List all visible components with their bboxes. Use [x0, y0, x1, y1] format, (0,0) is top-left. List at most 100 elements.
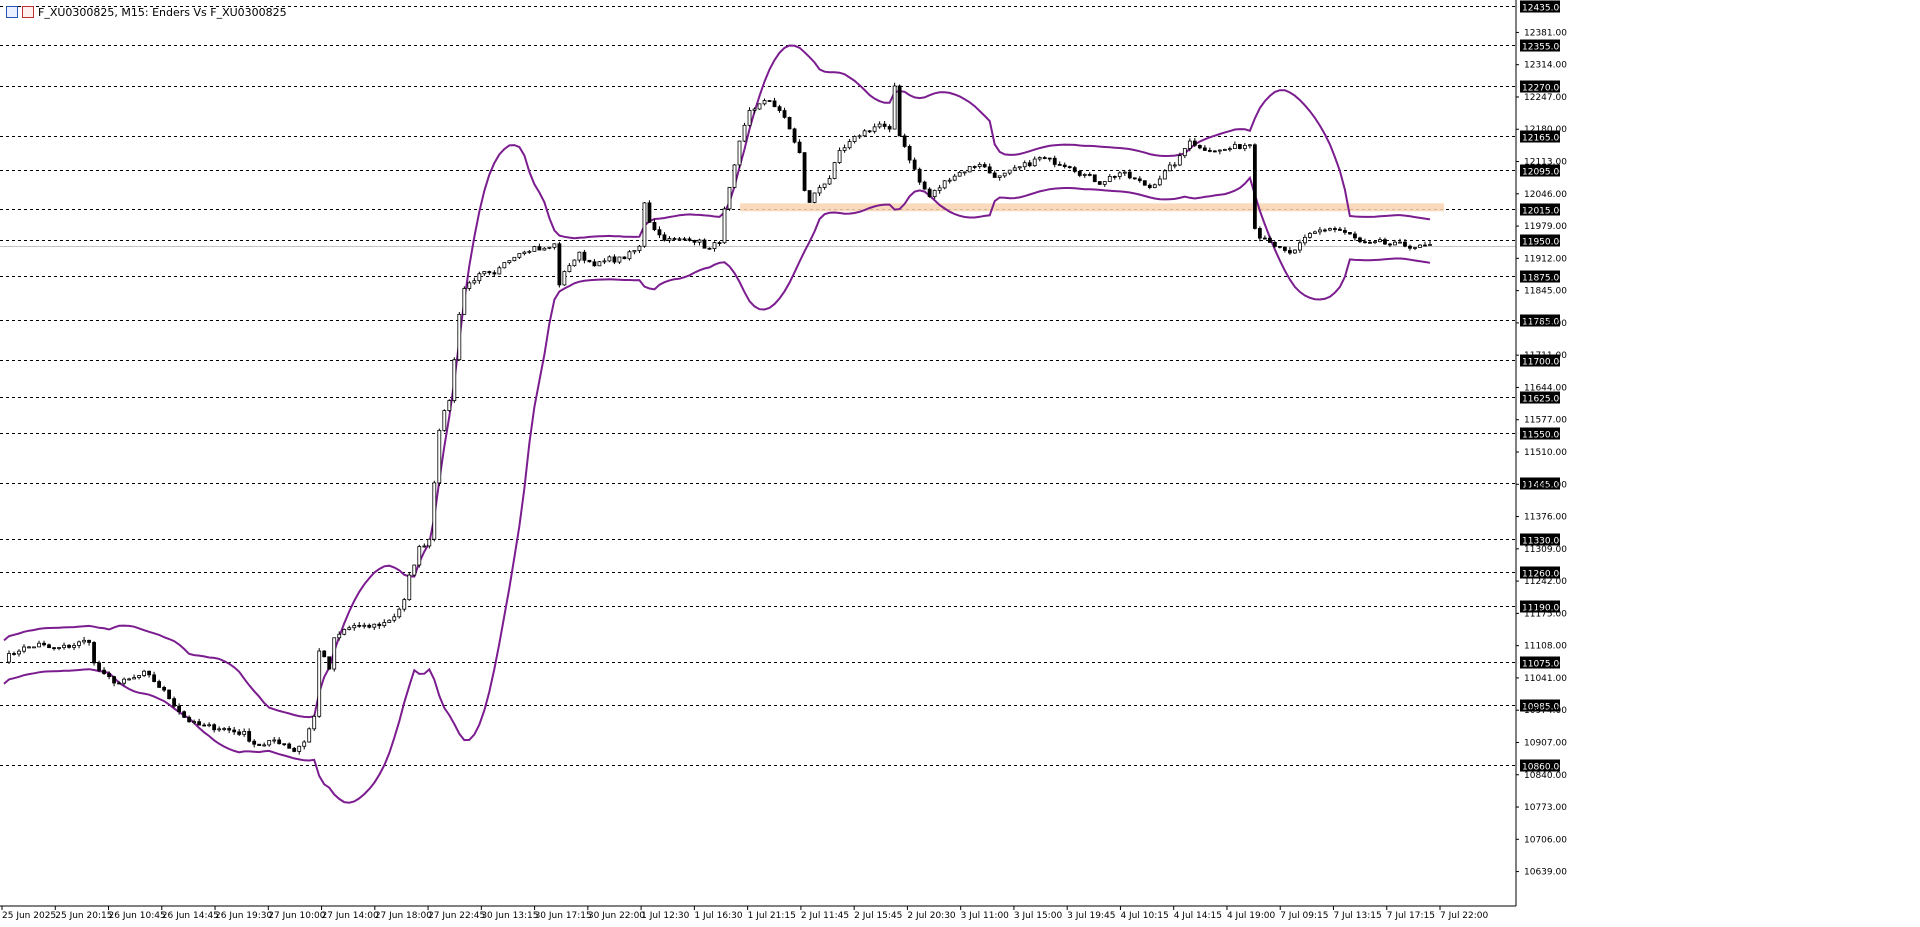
candle-body: [62, 644, 66, 648]
candle-body: [892, 85, 897, 130]
y-tick-label: 11510.00: [1524, 448, 1567, 458]
candle-body: [357, 624, 362, 627]
candle-body: [7, 653, 11, 663]
candle-body: [1172, 164, 1177, 167]
candle-body: [432, 482, 437, 540]
candle-body: [1328, 228, 1332, 231]
level-label: 11190.00: [1522, 604, 1565, 614]
level-label-box: [1520, 203, 1560, 216]
candle-body: [132, 677, 136, 680]
candle-body: [737, 140, 742, 166]
y-tick-label: 11376.00: [1524, 513, 1567, 523]
candle-body: [927, 188, 932, 198]
candle-body: [367, 624, 372, 628]
level-label-box: [1520, 130, 1560, 143]
level-label: 12165.00: [1522, 134, 1565, 144]
candle-body: [1247, 144, 1252, 147]
candle-body: [492, 272, 497, 275]
candle-body: [987, 166, 992, 174]
candle-body: [337, 633, 342, 639]
candle-body: [692, 239, 697, 243]
candle-body: [922, 181, 927, 190]
candle-body: [322, 650, 327, 658]
candle-body: [437, 429, 442, 484]
candle-body: [127, 678, 131, 681]
level-label: 12015.00: [1522, 207, 1565, 217]
indicator-icon[interactable]: [22, 6, 34, 18]
candle-body: [87, 639, 91, 643]
candle-body: [427, 538, 432, 547]
candle-body: [212, 724, 217, 731]
x-tick-label: 1 Jul 16:30: [694, 911, 743, 921]
candle-body: [802, 152, 807, 191]
candle-body: [857, 135, 862, 138]
candle-body: [142, 670, 146, 676]
candle-body: [217, 728, 222, 731]
candle-body: [1277, 245, 1282, 248]
candle-body: [682, 238, 687, 241]
candle-body: [202, 724, 207, 727]
candle-body: [112, 676, 116, 684]
candle-body: [1197, 144, 1202, 149]
candle-body: [302, 741, 307, 747]
x-tick-label: 30 Jun 17:15: [535, 911, 592, 921]
candle-body: [752, 108, 757, 111]
candle-body: [1187, 140, 1192, 149]
candle-body: [577, 251, 582, 261]
y-tick-label: 11041.00: [1524, 674, 1567, 684]
x-tick-label: 26 Jun 19:30: [215, 911, 272, 921]
candle-body: [162, 686, 167, 691]
candle-body: [47, 644, 51, 649]
candle-body: [932, 189, 937, 198]
candle-body: [222, 728, 227, 730]
candle-body: [572, 259, 577, 267]
candle-body: [662, 234, 667, 241]
chart-title: F_XU0300825, M15: Enders Vs F_XU0300825: [38, 5, 287, 19]
candle-body: [237, 731, 242, 735]
candle-body: [467, 282, 472, 289]
candle-body: [487, 271, 492, 274]
candle-body: [827, 178, 832, 185]
candle-body: [1107, 176, 1112, 182]
candle-body: [117, 682, 121, 685]
x-tick-label: 25 Jun 2025: [2, 911, 56, 921]
candle-body: [1282, 246, 1287, 251]
candle-body: [957, 171, 962, 177]
level-label-box: [1520, 656, 1560, 669]
x-tick-label: 1 Jul 21:15: [748, 911, 796, 921]
candle-body: [817, 187, 822, 194]
chart-type-icon[interactable]: [6, 6, 18, 18]
candle-body: [637, 245, 642, 251]
level-label: 11785.00: [1522, 318, 1565, 328]
x-tick-label: 27 Jun 18:00: [375, 911, 432, 921]
level-label-box: [1520, 533, 1560, 546]
candle-body: [57, 647, 61, 649]
candle-body: [997, 175, 1002, 178]
candle-body: [812, 192, 817, 203]
candle-body: [747, 110, 752, 126]
candle-body: [787, 116, 792, 130]
x-tick-label: 27 Jun 22:45: [428, 911, 485, 921]
candle-body: [507, 260, 512, 264]
candle-body: [1137, 178, 1142, 182]
level-label-box: [1520, 0, 1560, 13]
candle-body: [1232, 144, 1237, 150]
x-tick-label: 1 Jul 12:30: [641, 911, 690, 921]
candle-body: [17, 650, 21, 655]
candle-body: [912, 159, 917, 170]
candle-body: [32, 646, 36, 649]
y-tick-label: 11912.00: [1524, 254, 1567, 264]
candle-body: [832, 162, 837, 179]
candle-body: [392, 616, 397, 621]
candle-body: [1127, 171, 1132, 179]
candle-body: [642, 202, 647, 247]
candle-body: [547, 246, 552, 249]
candle-body: [842, 147, 847, 151]
candle-body: [442, 410, 447, 431]
candle-body: [532, 246, 537, 252]
candle-body: [42, 642, 46, 646]
candle-body: [887, 126, 892, 130]
